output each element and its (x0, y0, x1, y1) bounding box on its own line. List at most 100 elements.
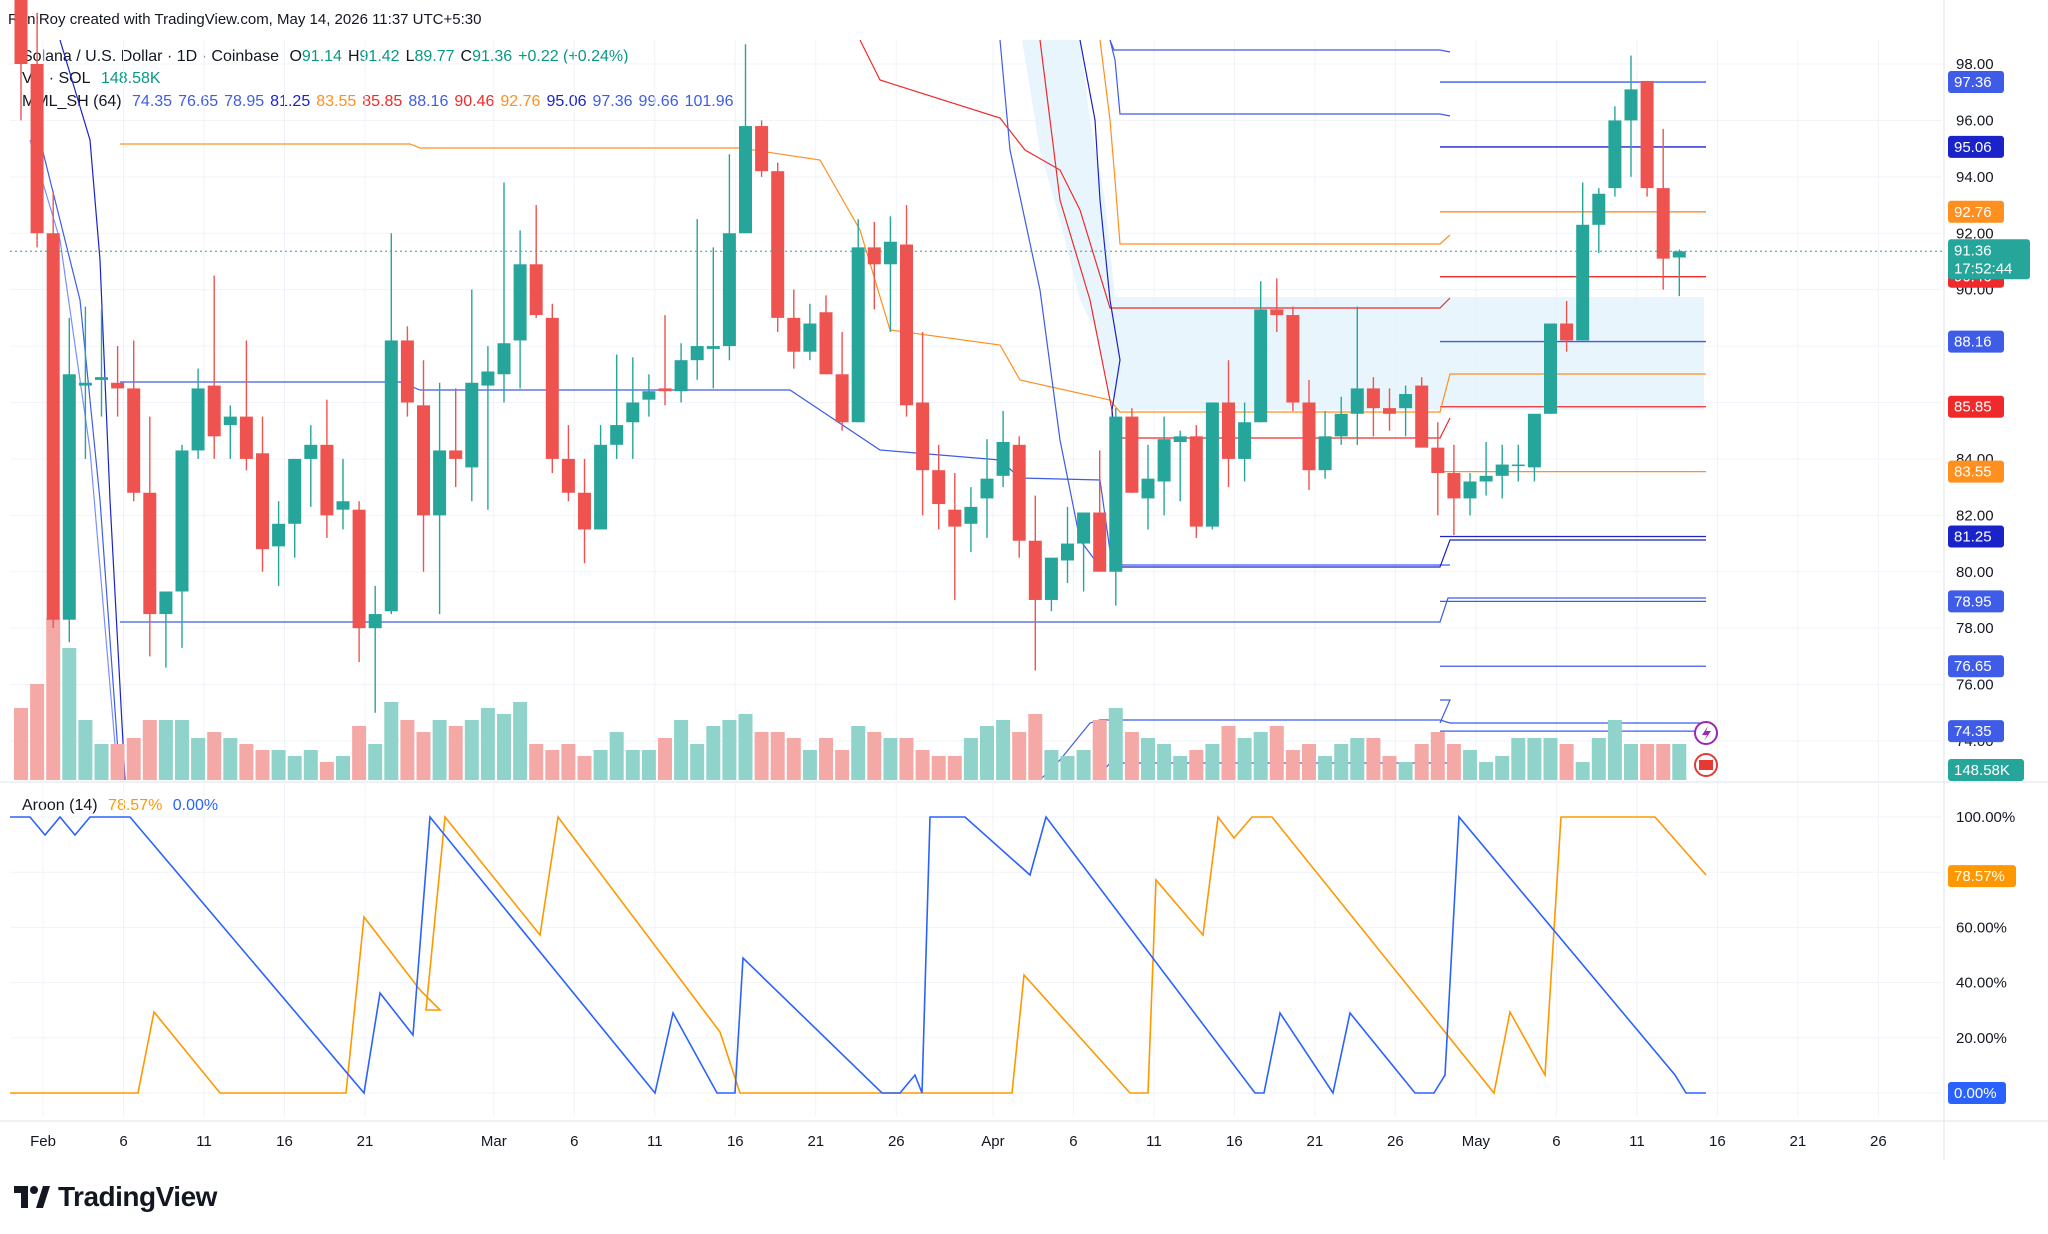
mml-red-upper (859, 39, 1451, 309)
volume-bar (1157, 744, 1172, 780)
aroon-up-badge (1948, 865, 2016, 888)
mml-value: 92.76 (500, 93, 541, 110)
time-tick-label: 21 (1790, 1133, 1807, 1150)
mml-navy-line (1079, 39, 1706, 568)
high-label: H (347, 48, 360, 65)
candle-body (674, 360, 688, 392)
volume-bar (851, 726, 866, 780)
candle-body (1093, 512, 1107, 572)
mml-value: 83.55 (316, 93, 357, 110)
time-tick-label: 16 (727, 1133, 744, 1150)
volume-bar (770, 732, 785, 780)
mml-axis-badge (1948, 200, 2004, 223)
candle-body (1302, 402, 1316, 471)
symbol-title: Solana / U.S. Dollar · 1D · Coinbase (22, 48, 279, 65)
volume-bar (1398, 762, 1413, 780)
volume-bar (609, 732, 624, 780)
candle-body (1527, 413, 1541, 468)
volume-bar (126, 738, 141, 780)
volume-bar (1028, 714, 1043, 780)
volume-bar (1350, 738, 1365, 780)
candle-body (207, 385, 221, 437)
mml-blue-upper (1109, 39, 1451, 117)
aroon-down-badge-text: 0.00% (1954, 1085, 1997, 1102)
candle-body (1592, 193, 1606, 225)
candle-body (1173, 436, 1187, 442)
candle-body (513, 264, 527, 341)
volume-bar (1237, 738, 1252, 780)
candle-body (916, 402, 930, 471)
volume-bar (722, 720, 737, 780)
volume-bar (996, 720, 1011, 780)
open-label: O (289, 48, 302, 65)
volume-bar (223, 738, 238, 780)
candle-body (626, 402, 640, 423)
volume-bar (963, 738, 978, 780)
volume-bar (1640, 744, 1655, 780)
candle-body (1109, 416, 1123, 572)
volume-bar (1414, 744, 1429, 780)
candle-body (545, 317, 559, 459)
candle-body (1205, 402, 1219, 527)
price-tick-label: 82.00 (1956, 507, 1994, 524)
candle-body (239, 416, 253, 459)
price-tick-label: 78.00 (1956, 620, 1994, 637)
candle-body (932, 470, 946, 505)
candle-body (1672, 251, 1686, 258)
candle-body (803, 323, 817, 352)
volume-bar (786, 738, 801, 780)
mml-value: 99.66 (638, 93, 679, 110)
candle-body (1334, 413, 1348, 437)
time-tick-label: Mar (481, 1133, 507, 1150)
volume-bar (287, 756, 302, 780)
aroon-down-value: 0.00% (172, 797, 219, 814)
volume-bar (545, 750, 560, 780)
volume-bar (899, 738, 914, 780)
volume-bar (1285, 750, 1300, 780)
mml-orange-upper (1099, 39, 1451, 245)
candle-body (368, 614, 382, 629)
volume-bar (915, 750, 930, 780)
volume-bar (1060, 756, 1075, 780)
candle-body (1157, 439, 1171, 482)
candle-body (1077, 512, 1091, 544)
mml-shaded-zone (866, 40, 1704, 410)
volume-bar (690, 744, 705, 780)
candle-body (384, 340, 398, 612)
mml-value: 101.96 (684, 93, 734, 110)
candle-body (175, 450, 189, 592)
mml-axis-badge-text: 83.55 (1954, 464, 1992, 481)
volume-bar (1559, 744, 1574, 780)
aroon-down-line (10, 814, 1706, 1096)
candle-body (497, 343, 511, 375)
volume-badge-text: 148.58K (1954, 762, 2010, 779)
volume-bar (1624, 744, 1638, 780)
aroon-tick-label: 60.00% (1956, 919, 2007, 936)
chart-credit: RoniRoy created with TradingView.com, Ma… (8, 11, 482, 28)
candle-body (835, 374, 849, 423)
volume-bar (464, 720, 479, 780)
volume-bar (1479, 762, 1494, 780)
volume-bar (1656, 744, 1671, 780)
volume-bar (593, 750, 608, 780)
volume-bar (94, 744, 109, 780)
candle-body (1447, 473, 1461, 499)
mml-blue-left1 (39, 139, 121, 781)
candle-body (964, 506, 978, 524)
volume-bar (368, 744, 383, 780)
tradingview-logo-icon (14, 1186, 50, 1208)
volume-bar (158, 720, 173, 780)
mml-blue-lower (120, 597, 1706, 623)
volume-bar (1076, 750, 1091, 780)
volume-bar (1173, 756, 1188, 780)
volume-bar (416, 732, 431, 780)
candle-body (1028, 540, 1042, 600)
volume-bar (802, 750, 817, 780)
candle-body (1560, 323, 1574, 341)
candle-body (1399, 394, 1413, 409)
candle-body (78, 382, 92, 386)
candle-body (1254, 309, 1268, 423)
mml-axis-badge-text: 74.35 (1954, 723, 1992, 740)
candle-body (46, 233, 60, 620)
